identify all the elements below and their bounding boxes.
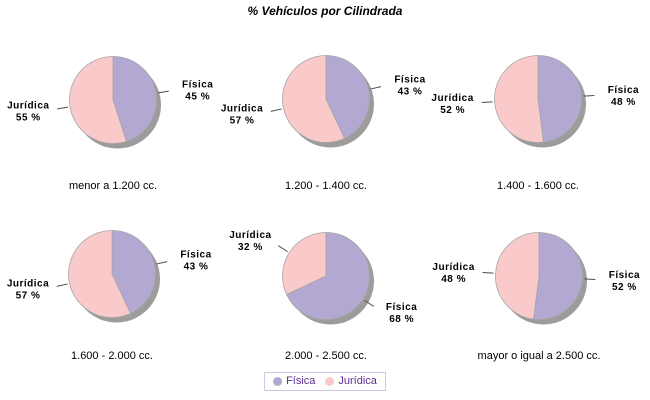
pie-3: Física 43 % Jurídica 57 % 1.600 - 2.000 cc. — [7, 230, 211, 362]
pie-slice-fisica — [325, 55, 370, 139]
pie-2: Física 48 % Jurídica 52 % 1.400 - 1.600 cc. — [431, 55, 639, 192]
legend-item-juridica: Jurídica — [325, 375, 377, 387]
pie-callout-label-juridica: Jurídica 48 % — [432, 262, 474, 285]
pie-1: Física 43 % Jurídica 57 % 1.200 - 1.400 cc. — [221, 55, 425, 192]
pie-callout-line — [57, 106, 69, 110]
pie-slice-juridica — [495, 232, 540, 320]
pie-callout-line — [370, 86, 382, 90]
pie-callout-line — [157, 90, 169, 94]
pie-slice-fisica — [111, 230, 156, 314]
pie-category-label: 1.400 - 1.600 cc. — [497, 180, 579, 192]
pie-category-label: 2.000 - 2.500 cc. — [285, 350, 367, 362]
legend: Física Jurídica — [264, 372, 386, 391]
pie-slice-juridica — [282, 55, 345, 143]
pie-callout-label-juridica: Jurídica 52 % — [431, 93, 473, 116]
pie-callout-label-fisica: Física 52 % — [609, 270, 640, 293]
pie-callout-label-fisica: Física 43 % — [180, 249, 211, 272]
pie-callout-line — [583, 94, 595, 97]
pie-callout-label-fisica: Física 43 % — [394, 74, 425, 97]
legend-item-fisica: Física — [273, 375, 315, 387]
pie-category-label: 1.200 - 1.400 cc. — [285, 180, 367, 192]
pie-callout-line — [278, 245, 288, 253]
pie-category-label: mayor o igual a 2.500 cc. — [478, 350, 601, 362]
pie-slice-fisica — [533, 232, 583, 320]
legend-label-fisica: Física — [286, 375, 316, 387]
pie-callout-line — [584, 278, 596, 281]
pie-0: Física 45 % Jurídica 55 % menor a 1.200 cc. — [7, 56, 213, 192]
pie-category-label: menor a 1.200 cc. — [69, 180, 157, 192]
pie-slice-fisica — [112, 56, 157, 142]
fisica-swatch-icon — [273, 376, 283, 386]
chart-title: % Vehículos por Cilindrada — [247, 4, 403, 18]
pie-slice-fisica — [286, 232, 370, 320]
pie-slice-juridica — [282, 232, 327, 295]
pie-5: Física 52 % Jurídica 48 % mayor o igual a 2.… — [432, 232, 640, 362]
pie-callout-line — [481, 101, 493, 104]
pie-callout-line — [156, 261, 168, 265]
juridica-swatch-icon — [325, 376, 335, 386]
pie-callout-label-juridica: Jurídica 57 % — [7, 279, 49, 302]
pie-callout-label-juridica: Jurídica 32 % — [229, 230, 271, 253]
pie-slice-juridica — [494, 55, 544, 143]
pie-callout-line — [364, 299, 374, 307]
pie-4: Física 68 % Jurídica 32 % 2.000 - 2.500 cc. — [229, 230, 417, 362]
pie-callout-label-juridica: Jurídica 55 % — [7, 101, 49, 124]
pie-callout-label-fisica: Física 45 % — [182, 79, 213, 102]
pie-callout-line — [482, 271, 494, 274]
pie-callout-label-fisica: Física 68 % — [386, 302, 417, 325]
pie-slice-fisica — [537, 55, 582, 143]
pie-slice-juridica — [69, 56, 127, 144]
pie-category-label: 1.600 - 2.000 cc. — [71, 350, 153, 362]
pie-callout-line — [270, 108, 282, 112]
pie-callout-label-juridica: Jurídica 57 % — [221, 104, 263, 127]
pie-slice-juridica — [68, 230, 131, 318]
pie-callout-line — [56, 283, 68, 287]
pie-callout-label-fisica: Física 48 % — [608, 85, 639, 108]
legend-label-juridica: Jurídica — [338, 375, 377, 387]
